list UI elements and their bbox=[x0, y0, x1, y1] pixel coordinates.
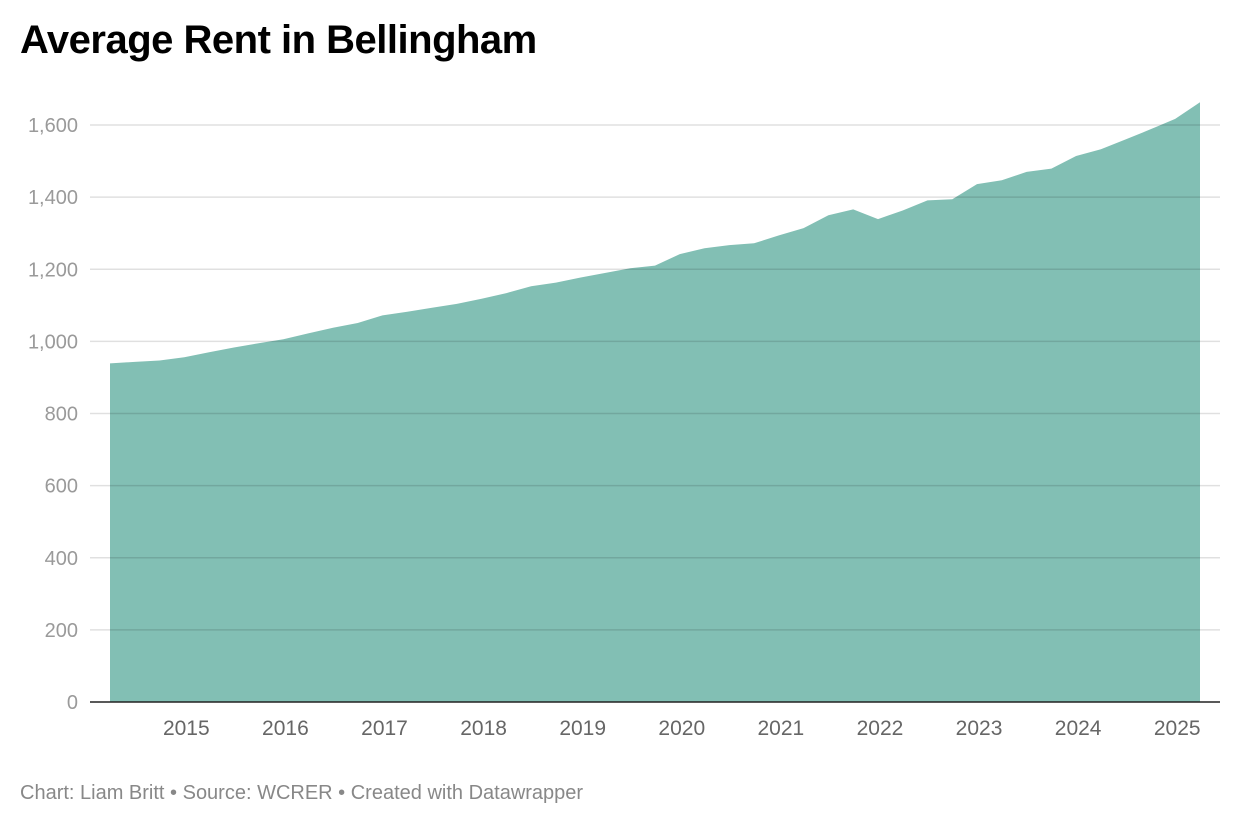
y-tick-label: 400 bbox=[45, 548, 78, 570]
x-tick-label: 2023 bbox=[956, 717, 1003, 740]
y-tick-label: 1,200 bbox=[28, 259, 78, 281]
x-tick-label: 2019 bbox=[559, 717, 606, 740]
y-tick-label: 0 bbox=[67, 692, 78, 714]
x-tick-label: 2025 bbox=[1154, 717, 1201, 740]
x-tick-label: 2024 bbox=[1055, 717, 1102, 740]
y-tick-label: 200 bbox=[45, 620, 78, 642]
x-tick-label: 2015 bbox=[163, 717, 210, 740]
y-tick-label: 1,600 bbox=[28, 115, 78, 137]
x-tick-label: 2020 bbox=[658, 717, 705, 740]
chart-footer: Chart: Liam Britt • Source: WCRER • Crea… bbox=[20, 782, 584, 804]
y-tick-label: 600 bbox=[45, 476, 78, 498]
x-tick-label: 2016 bbox=[262, 717, 309, 740]
x-tick-label: 2017 bbox=[361, 717, 408, 740]
y-tick-label: 1,400 bbox=[28, 187, 78, 209]
y-tick-label: 800 bbox=[45, 404, 78, 426]
chart-title: Average Rent in Bellingham bbox=[20, 18, 537, 62]
y-tick-label: 1,000 bbox=[28, 331, 78, 353]
area-series bbox=[110, 102, 1200, 703]
x-tick-label: 2022 bbox=[857, 717, 904, 740]
x-tick-label: 2021 bbox=[758, 717, 805, 740]
x-tick-label: 2018 bbox=[460, 717, 507, 740]
